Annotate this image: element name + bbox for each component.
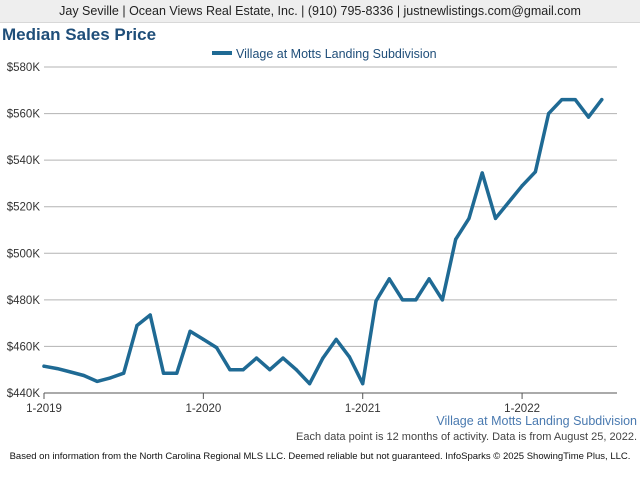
y-tick-label: $520K [7,202,41,214]
y-tick-label: $580K [7,62,41,74]
data-point [440,298,444,302]
data-point [294,368,298,372]
data-point [387,277,391,281]
contact-header: Jay Seville | Ocean Views Real Estate, I… [0,0,640,23]
data-point [108,376,112,380]
data-point [374,299,378,303]
data-point [467,216,471,220]
y-tick-label: $480K [7,295,41,307]
legend: Village at Motts Landing Subdivision [212,47,437,61]
y-tick-label: $560K [7,109,41,121]
data-point [175,371,179,375]
data-point [215,345,219,350]
data-point [281,356,285,360]
data-point [600,98,604,102]
y-tick-label: $460K [7,341,41,353]
data-point [135,323,139,328]
y-tick-label: $440K [7,388,41,400]
data-point [454,237,458,241]
data-point [573,98,577,102]
data-point [547,111,551,116]
data-point [42,364,46,368]
data-point [507,200,511,204]
data-point [400,298,405,302]
data-point [55,366,59,371]
data-point [533,170,537,174]
axes: $440K $460K $480K $500K $520K $540K $560K $580K… [7,62,617,415]
data-point [254,356,259,360]
data-point [493,216,498,220]
data-point [414,298,418,302]
data-point [321,356,325,360]
data-point [308,382,312,386]
x-tick-label: 1-2019 [26,403,62,415]
y-tick-label: $500K [7,248,41,260]
x-tick-label: 1-2021 [345,403,381,415]
legend-label: Village at Motts Landing Subdivision [236,47,437,61]
data-point [161,371,166,375]
series-line [42,97,604,386]
x-tick-label: 1-2020 [185,403,221,415]
data-point [560,98,564,102]
data-point [241,368,245,372]
data-point [228,368,232,372]
data-note: Each data point is 12 months of activity… [296,431,637,443]
data-point [520,184,524,188]
data-point [361,382,365,386]
data-point [334,337,338,342]
data-point [201,337,205,342]
data-point [586,115,591,119]
data-point [82,373,86,378]
series [42,97,604,386]
y-tick-label: $540K [7,155,41,167]
subject-label: Village at Motts Landing Subdivision [436,414,637,428]
data-point [347,355,352,359]
data-point [188,329,192,333]
data-point [148,313,152,317]
data-point [95,379,99,383]
gridlines [44,66,617,394]
x-tick-label: 1-2022 [504,403,540,415]
data-point [427,277,431,281]
data-point [122,371,126,375]
data-point [68,370,73,374]
data-point [268,368,272,372]
footer-disclaimer: Based on information from the North Caro… [9,451,631,462]
data-point [480,171,484,175]
chart-title: Median Sales Price [2,25,157,44]
